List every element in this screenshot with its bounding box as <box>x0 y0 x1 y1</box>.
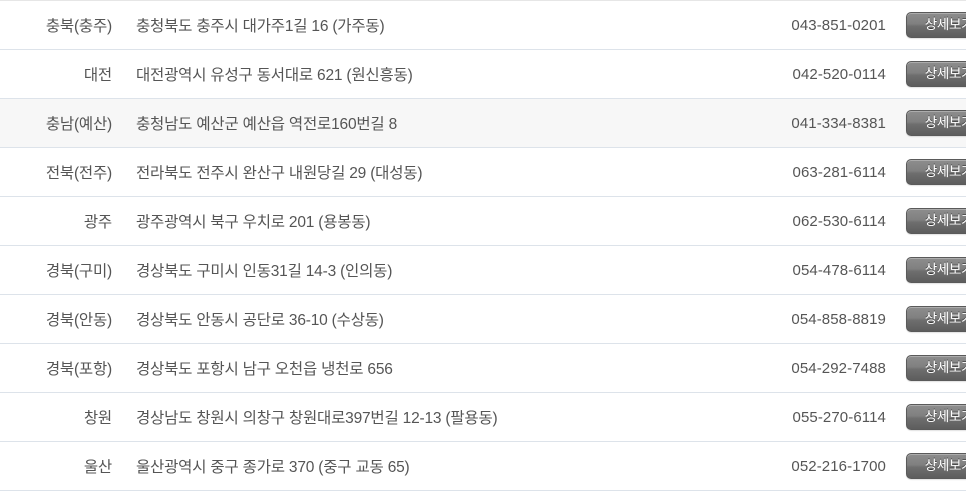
detail-view-button[interactable]: 상세보기 <box>906 404 966 430</box>
region-cell: 경북(포항) <box>45 361 112 378</box>
address-cell: 전라북도 전주시 완산구 내원당길 29 (대성동) <box>136 165 423 182</box>
phone-cell: 055-270-6114 <box>792 408 886 426</box>
region-cell: 울산 <box>83 459 112 476</box>
phone-cell: 041-334-8381 <box>791 114 886 132</box>
table-row[interactable]: 경북(구미) 경상북도 구미시 인동31길 14-3 (인의동) 054-478-6… <box>0 245 966 295</box>
address-cell: 충청북도 충주시 대가주1길 16 (가주동) <box>136 18 385 35</box>
detail-view-button[interactable]: 상세보기 <box>906 355 966 381</box>
phone-cell: 042-520-0114 <box>792 65 886 83</box>
region-cell: 경북(안동) <box>45 312 112 329</box>
detail-view-button[interactable]: 상세보기 <box>906 208 966 234</box>
table-row[interactable]: 경북(안동) 경상북도 안동시 공단로 36-10 (수상동) 054-858-88… <box>0 294 966 344</box>
action-cell: 상세보기 <box>900 344 966 393</box>
region-cell: 창원 <box>83 410 112 427</box>
phone-cell: 063-281-6114 <box>792 163 886 181</box>
address-cell: 경상북도 구미시 인동31길 14-3 (인의동) <box>136 263 393 280</box>
region-cell: 전북(전주) <box>45 165 112 182</box>
region-cell: 광주 <box>83 214 112 231</box>
detail-view-button[interactable]: 상세보기 <box>906 453 966 479</box>
table-row[interactable]: 경북(포항) 경상북도 포항시 남구 오천읍 냉천로 656 054-292-748… <box>0 343 966 393</box>
detail-view-button[interactable]: 상세보기 <box>906 110 966 136</box>
detail-view-button[interactable]: 상세보기 <box>906 257 966 283</box>
table-row[interactable]: 충남(예산) 충청남도 예산군 예산읍 역전로160번길 8 041-334-838… <box>0 98 966 148</box>
phone-cell: 054-292-7488 <box>791 359 886 377</box>
region-cell: 대전 <box>83 67 112 84</box>
region-cell: 충남(예산) <box>45 116 112 133</box>
action-cell: 상세보기 <box>900 295 966 344</box>
action-cell: 상세보기 <box>900 50 966 99</box>
action-cell: 상세보기 <box>900 197 966 246</box>
region-cell: 충북(충주) <box>45 18 112 35</box>
address-cell: 경상남도 창원시 의창구 창원대로397번길 12-13 (팔용동) <box>136 410 498 427</box>
phone-cell: 043-851-0201 <box>791 16 886 34</box>
table-row[interactable]: 전북(전주) 전라북도 전주시 완산구 내원당길 29 (대성동) 063-281-… <box>0 147 966 197</box>
phone-cell: 054-858-8819 <box>791 310 886 328</box>
address-cell: 광주광역시 북구 우치로 201 (용봉동) <box>136 214 371 231</box>
action-cell: 상세보기 <box>900 1 966 50</box>
address-cell: 충청남도 예산군 예산읍 역전로160번길 8 <box>136 116 398 133</box>
phone-cell: 062-530-6114 <box>792 212 886 230</box>
detail-view-button[interactable]: 상세보기 <box>906 306 966 332</box>
address-cell: 대전광역시 유성구 동서대로 621 (원신흥동) <box>136 67 413 84</box>
table-row[interactable]: 충북(충주) 충청북도 충주시 대가주1길 16 (가주동) 043-851-020… <box>0 0 966 50</box>
detail-view-button[interactable]: 상세보기 <box>906 159 966 185</box>
table-row[interactable]: 광주 광주광역시 북구 우치로 201 (용봉동) 062-530-6114 상세보기 <box>0 196 966 246</box>
table-row[interactable]: 창원 경상남도 창원시 의창구 창원대로397번길 12-13 (팔용동) 055-… <box>0 392 966 442</box>
phone-cell: 052-216-1700 <box>791 457 886 475</box>
action-cell: 상세보기 <box>900 99 966 148</box>
action-cell: 상세보기 <box>900 393 966 442</box>
action-cell: 상세보기 <box>900 246 966 295</box>
address-cell: 경상북도 안동시 공단로 36-10 (수상동) <box>136 312 384 329</box>
region-cell: 경북(구미) <box>45 263 112 280</box>
action-cell: 상세보기 <box>900 148 966 197</box>
address-cell: 울산광역시 중구 종가로 370 (중구 교동 65) <box>136 459 410 476</box>
action-cell: 상세보기 <box>900 442 966 491</box>
detail-view-button[interactable]: 상세보기 <box>906 61 966 87</box>
table-row[interactable]: 울산 울산광역시 중구 종가로 370 (중구 교동 65) 052-216-170… <box>0 441 966 491</box>
table-row[interactable]: 대전 대전광역시 유성구 동서대로 621 (원신흥동) 042-520-0114 상… <box>0 49 966 99</box>
phone-cell: 054-478-6114 <box>792 261 886 279</box>
address-cell: 경상북도 포항시 남구 오천읍 냉천로 656 <box>136 361 393 378</box>
detail-view-button[interactable]: 상세보기 <box>906 12 966 38</box>
